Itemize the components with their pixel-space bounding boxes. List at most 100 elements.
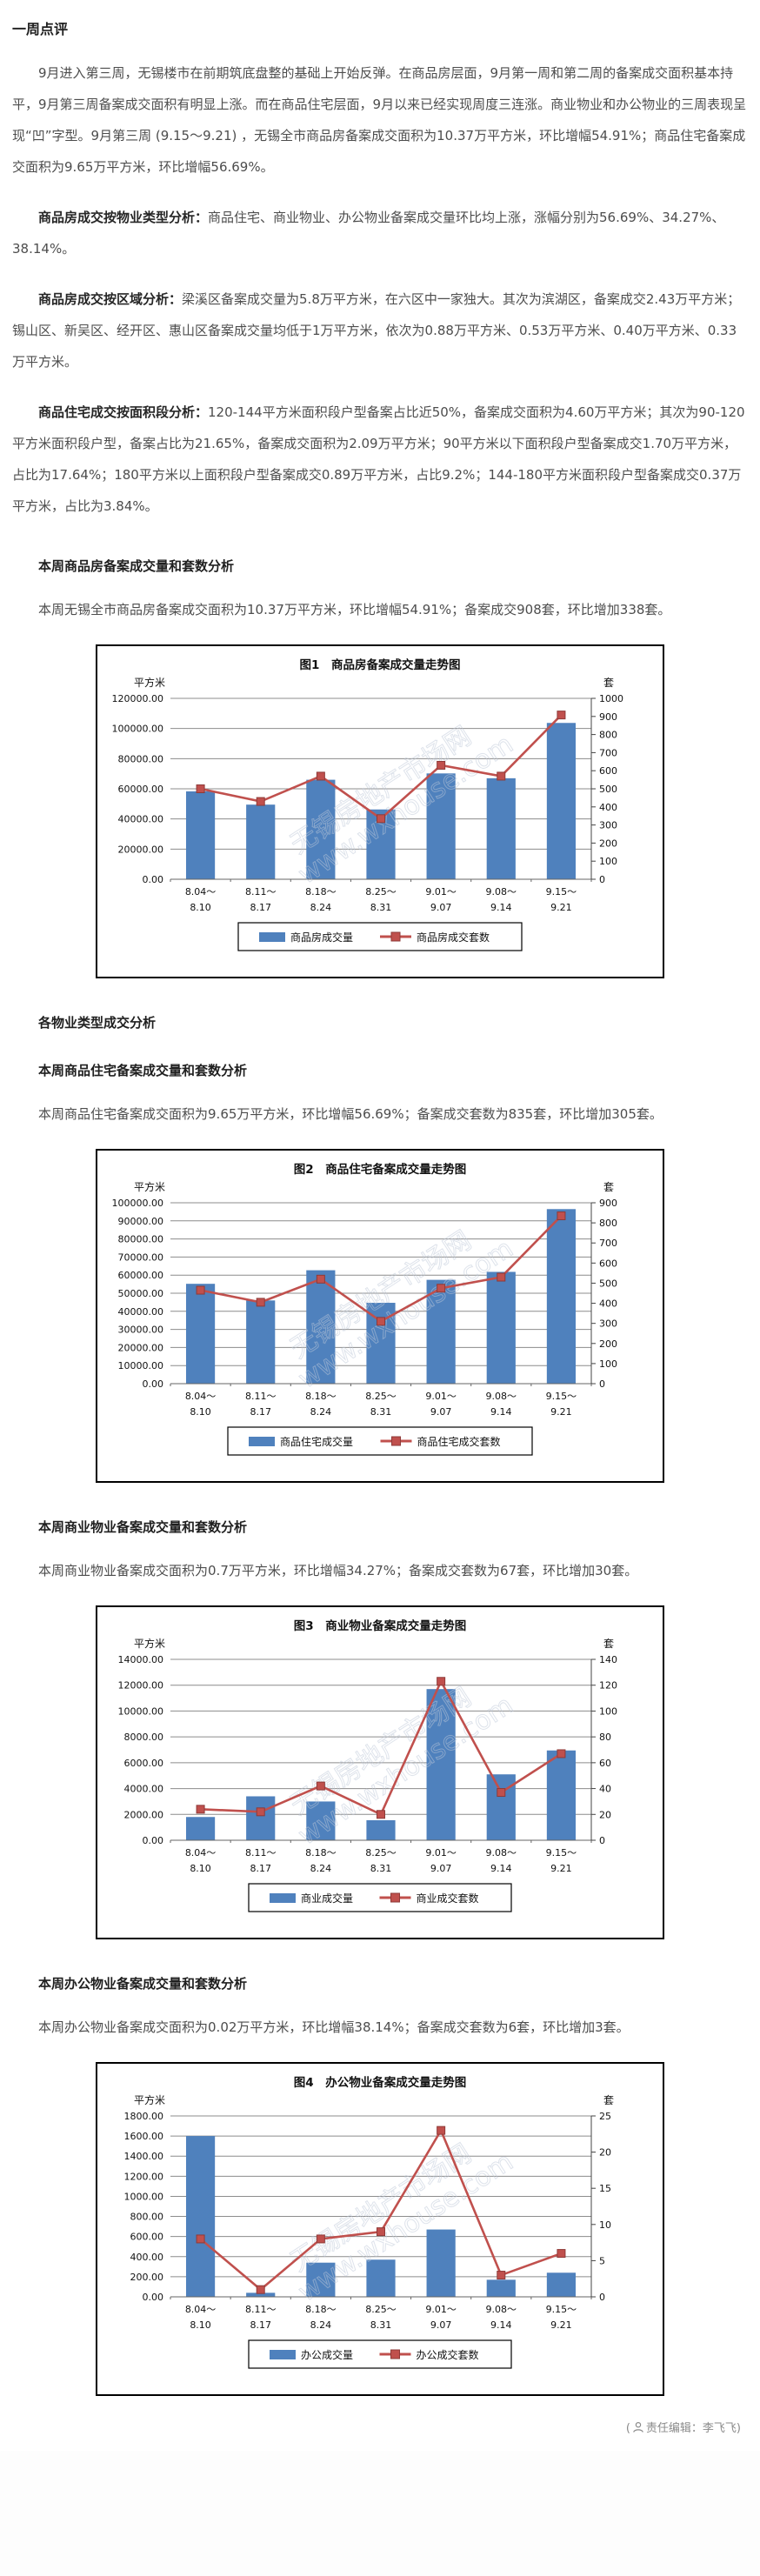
- svg-text:9.14: 9.14: [490, 902, 512, 913]
- svg-text:80: 80: [599, 1732, 611, 1743]
- svg-text:9.14: 9.14: [490, 2319, 512, 2331]
- svg-text:办公成交量: 办公成交量: [301, 2348, 353, 2361]
- svg-text:10000.00: 10000.00: [118, 1705, 164, 1717]
- svg-text:8.17: 8.17: [250, 2319, 271, 2331]
- svg-text:9.15～: 9.15～: [546, 1847, 577, 1859]
- svg-text:12000.00: 12000.00: [118, 1680, 164, 1692]
- svg-text:套: 套: [603, 2094, 614, 2106]
- svg-text:400: 400: [599, 1298, 617, 1310]
- svg-text:8.31: 8.31: [370, 2319, 392, 2331]
- paragraph-lead: 商品房成交按物业类型分析：: [38, 210, 209, 225]
- chart-figure-4: 图4 办公物业备案成交量走势图 平方米 套 0.00 200.00 400.00 600.0…: [96, 2062, 664, 2396]
- section-heading-office: 本周办公物业备案成交量和套数分析: [38, 1976, 248, 1992]
- page-title: 一周点评: [12, 21, 69, 37]
- svg-text:9.08～: 9.08～: [486, 886, 517, 898]
- svg-text:100000.00: 100000.00: [112, 1198, 164, 1209]
- editor-credit: ( 责任编辑：李飞飞): [0, 2419, 741, 2437]
- svg-text:40000.00: 40000.00: [118, 814, 164, 825]
- svg-text:14000.00: 14000.00: [118, 1654, 164, 1665]
- bar-series: [185, 2136, 577, 2297]
- svg-text:8.17: 8.17: [250, 1406, 271, 1418]
- paragraph-type-analysis: 商品房成交按物业类型分析：商品住宅、商业物业、办公物业备案成交量环比均上涨，涨幅…: [12, 202, 748, 264]
- svg-text:800: 800: [599, 730, 617, 741]
- svg-text:9.21: 9.21: [550, 2319, 572, 2331]
- svg-text:10000.00: 10000.00: [118, 1360, 164, 1371]
- svg-text:800: 800: [599, 1218, 617, 1229]
- svg-text:4000.00: 4000.00: [124, 1784, 164, 1795]
- svg-text:0: 0: [599, 1835, 605, 1846]
- bar-series: [185, 1689, 577, 1840]
- chart-figure-2: 图2 商品住宅备案成交量走势图 平方米 套 0.00 10000.00 20000.00 3…: [96, 1149, 664, 1483]
- chart-legend: 办公成交量 办公成交套数: [248, 2339, 512, 2369]
- svg-text:9.08～: 9.08～: [486, 2304, 517, 2315]
- svg-text:80000.00: 80000.00: [118, 753, 164, 764]
- svg-text:140: 140: [599, 1654, 617, 1665]
- paragraph-district-analysis: 商品房成交按区域分析：梁溪区备案成交量为5.8万平方米，在六区中一家独大。其次为…: [12, 284, 748, 377]
- svg-text:600: 600: [599, 1258, 617, 1269]
- svg-text:8.24: 8.24: [310, 2319, 332, 2331]
- svg-text:商业成交套数: 商业成交套数: [417, 1892, 479, 1905]
- svg-text:8.24: 8.24: [310, 1406, 332, 1418]
- svg-text:9.08～: 9.08～: [486, 1391, 517, 1402]
- svg-text:300: 300: [599, 1318, 617, 1330]
- svg-text:9.14: 9.14: [490, 1406, 512, 1418]
- svg-text:700: 700: [599, 747, 617, 758]
- svg-text:商品房成交量: 商品房成交量: [290, 931, 353, 944]
- svg-text:8.17: 8.17: [250, 902, 271, 913]
- paragraph-overview: 9月进入第三周，无锡楼市在前期筑底盘整的基础上开始反弹。在商品房层面，9月第一周…: [12, 57, 748, 183]
- paragraph-lead: 商品房成交按区域分析：: [38, 291, 183, 307]
- svg-text:120000.00: 120000.00: [112, 693, 164, 704]
- editor-credit-close: ): [736, 2422, 741, 2435]
- svg-text:8.17: 8.17: [250, 1863, 271, 1874]
- svg-text:套: 套: [603, 1638, 614, 1650]
- paragraph-area-segment-analysis: 商品住宅成交按面积段分析：120-144平方米面积段户型备案占比近50%，备案成…: [12, 397, 748, 522]
- svg-text:平方米: 平方米: [134, 2093, 165, 2106]
- svg-text:1000: 1000: [599, 693, 623, 704]
- svg-text:9.01～: 9.01～: [425, 1391, 456, 1402]
- chart-title: 图2 商品住宅备案成交量走势图: [294, 1162, 466, 1177]
- svg-text:8.10: 8.10: [190, 2319, 211, 2331]
- editor-credit-label: 责任编辑：李飞飞: [645, 2422, 737, 2435]
- chart-figure-1: 图1 商品房备案成交量走势图 平方米 套 0.00 20000.00 40000.00 60…: [96, 644, 664, 978]
- paragraph-lead: 商品住宅成交按面积段分析：: [38, 404, 209, 420]
- svg-text:9.01～: 9.01～: [425, 1847, 456, 1859]
- svg-text:9.21: 9.21: [550, 902, 572, 913]
- svg-text:商品住宅成交量: 商品住宅成交量: [280, 1435, 353, 1448]
- x-axis-labels: 8.04～ 8.10 8.11～ 8.17 8.18～ 8.24 8.25～ 8.31 9.01…: [185, 886, 577, 913]
- svg-text:90000.00: 90000.00: [118, 1216, 164, 1227]
- svg-text:8.10: 8.10: [190, 902, 211, 913]
- svg-text:8.25～: 8.25～: [365, 886, 397, 898]
- svg-text:商品房成交套数: 商品房成交套数: [417, 931, 490, 944]
- svg-text:8.10: 8.10: [190, 1863, 211, 1874]
- svg-text:80000.00: 80000.00: [118, 1234, 164, 1245]
- svg-text:0: 0: [599, 2292, 605, 2303]
- svg-text:500: 500: [599, 1278, 617, 1289]
- chart-legend: 商业成交量 商业成交套数: [248, 1883, 512, 1912]
- svg-text:0.00: 0.00: [143, 874, 164, 885]
- svg-text:8.18～: 8.18～: [305, 886, 337, 898]
- bar-series: [185, 1209, 577, 1384]
- line-series: [196, 2126, 566, 2294]
- svg-text:9.07: 9.07: [430, 2319, 451, 2331]
- svg-text:8.25～: 8.25～: [365, 2304, 397, 2315]
- svg-text:50000.00: 50000.00: [118, 1288, 164, 1299]
- svg-text:8.18～: 8.18～: [305, 2304, 337, 2315]
- chart-title: 图1 商品房备案成交量走势图: [300, 657, 461, 672]
- svg-text:20: 20: [599, 2147, 611, 2159]
- svg-text:8.25～: 8.25～: [365, 1847, 397, 1859]
- svg-text:8.31: 8.31: [370, 1406, 392, 1418]
- x-axis-labels: 8.04～ 8.10 8.11～ 8.17 8.18～ 8.24 8.25～ 8.31 9.01…: [185, 1847, 577, 1874]
- paragraph-commodity-housing: 本周无锡全市商品房备案成交面积为10.37万平方米，环比增幅54.91%；备案成…: [38, 602, 671, 617]
- svg-text:9.21: 9.21: [550, 1863, 572, 1874]
- editor-credit-open: (: [625, 2422, 630, 2435]
- svg-text:平方米: 平方米: [134, 1637, 165, 1650]
- svg-text:60000.00: 60000.00: [118, 1270, 164, 1281]
- svg-text:8.10: 8.10: [190, 1406, 211, 1418]
- svg-text:200.00: 200.00: [130, 2272, 164, 2283]
- svg-text:900: 900: [599, 711, 617, 723]
- svg-text:600.00: 600.00: [130, 2232, 164, 2243]
- svg-text:900: 900: [599, 1198, 617, 1209]
